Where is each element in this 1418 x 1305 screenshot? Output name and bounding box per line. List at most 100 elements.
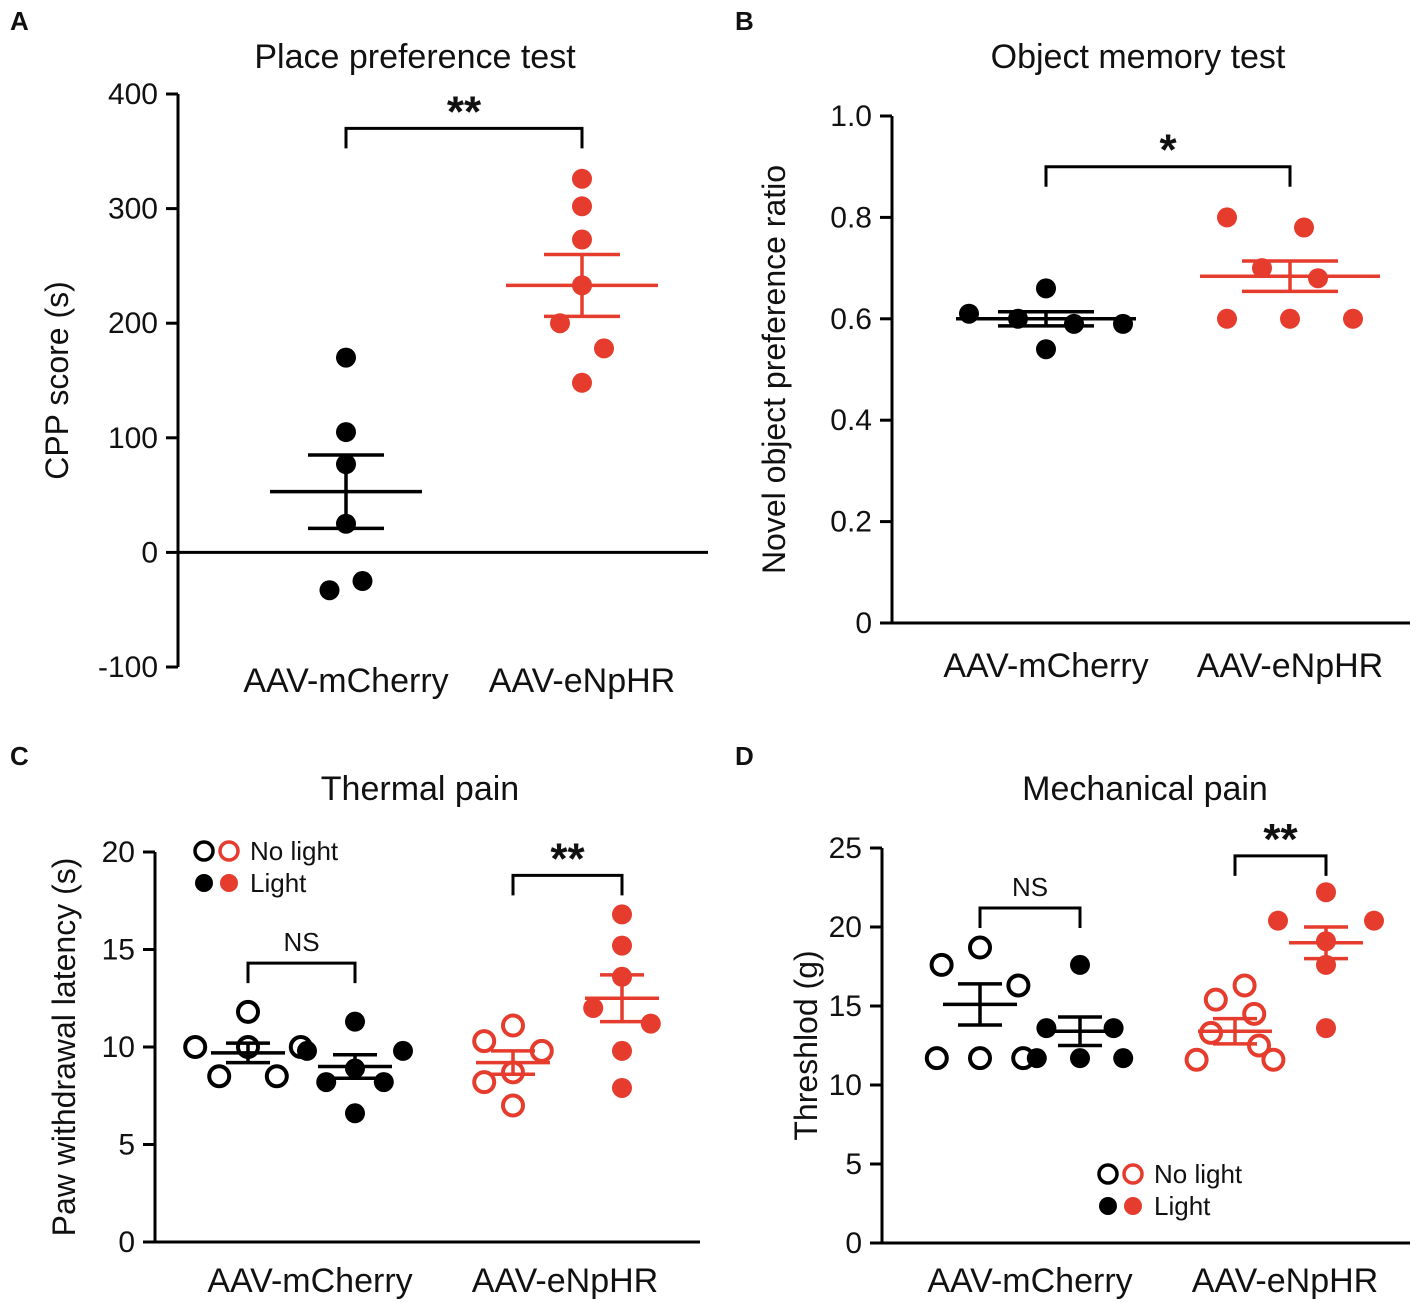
data-point bbox=[612, 935, 632, 956]
legend-marker bbox=[220, 874, 238, 892]
data-point bbox=[1280, 308, 1300, 329]
data-point bbox=[612, 904, 632, 925]
y-tick-label: 100 bbox=[108, 422, 158, 455]
significance-bracket bbox=[1233, 854, 1328, 876]
significance-label: ** bbox=[447, 87, 482, 136]
legend-marker bbox=[1122, 1163, 1144, 1185]
y-tick-label: 0 bbox=[141, 536, 158, 569]
data-point bbox=[612, 1040, 632, 1061]
y-tick-label: 0.4 bbox=[830, 404, 872, 437]
data-point bbox=[1232, 973, 1257, 998]
data-point bbox=[345, 1011, 365, 1032]
significance-bracket bbox=[344, 126, 584, 149]
y-tick-label: 1.0 bbox=[830, 100, 872, 133]
y-axis-label: CPP score (s) bbox=[39, 281, 75, 480]
x-category-label: AAV-eNpHR bbox=[472, 1262, 658, 1300]
data-point bbox=[373, 1072, 394, 1093]
data-point bbox=[1316, 882, 1336, 903]
y-axis-label: Novel object preference ratio bbox=[756, 165, 792, 574]
data-point bbox=[336, 347, 356, 368]
legend-label: No light bbox=[1154, 1159, 1243, 1189]
data-point bbox=[1261, 1047, 1286, 1072]
y-tick-label: 0 bbox=[855, 607, 872, 640]
data-point bbox=[550, 313, 570, 334]
data-point bbox=[472, 1070, 497, 1095]
significance-bracket bbox=[978, 906, 1082, 929]
data-point bbox=[1036, 1018, 1057, 1039]
data-point bbox=[1294, 217, 1314, 238]
x-category-label: AAV-eNpHR bbox=[1192, 1262, 1378, 1300]
data-point bbox=[1113, 1048, 1134, 1069]
data-point bbox=[1203, 987, 1228, 1012]
data-point bbox=[501, 1093, 525, 1118]
legend-label: Light bbox=[1154, 1191, 1211, 1221]
data-point bbox=[1036, 339, 1056, 360]
data-point bbox=[1070, 1048, 1090, 1069]
y-tick-label: 10 bbox=[102, 1031, 135, 1064]
x-category-label: AAV-eNpHR bbox=[489, 662, 675, 700]
legend-label: Light bbox=[250, 868, 307, 898]
y-tick-label: 20 bbox=[829, 911, 862, 944]
y-tick-label: 15 bbox=[102, 934, 135, 967]
panel-b: B Object memory test 0 0.2 0.4 0.6 0.8 1.0 Novel… bbox=[735, 6, 1410, 685]
data-point bbox=[968, 935, 992, 960]
data-point bbox=[1343, 308, 1363, 329]
data-point bbox=[1217, 207, 1237, 228]
y-tick-label: -100 bbox=[98, 651, 158, 684]
data-point bbox=[316, 1072, 337, 1093]
data-point bbox=[319, 580, 340, 601]
significance-label: NS bbox=[283, 927, 319, 957]
y-tick-label: 400 bbox=[108, 78, 158, 111]
data-point bbox=[572, 168, 592, 189]
chart-title: Thermal pain bbox=[321, 770, 519, 808]
panel-label: C bbox=[10, 741, 29, 771]
significance-label: ** bbox=[1263, 815, 1298, 864]
data-point bbox=[572, 196, 592, 217]
significance-bracket bbox=[511, 873, 624, 896]
data-point bbox=[336, 422, 356, 443]
data-point bbox=[1217, 308, 1237, 329]
significance-label: * bbox=[1159, 126, 1177, 175]
data-point bbox=[207, 1064, 232, 1089]
data-point bbox=[345, 1103, 365, 1124]
panel-label: D bbox=[735, 741, 754, 771]
data-point bbox=[1070, 954, 1090, 975]
data-point bbox=[1242, 1001, 1267, 1026]
panel-c: C Thermal pain 0 5 10 15 20 Paw withdrawal late… bbox=[10, 741, 700, 1300]
panel-label: B bbox=[735, 6, 754, 36]
significance-label: NS bbox=[1012, 872, 1048, 902]
y-tick-label: 0.6 bbox=[830, 303, 872, 336]
legend-marker bbox=[195, 874, 213, 892]
y-tick-label: 5 bbox=[118, 1129, 135, 1162]
x-category-label: AAV-mCherry bbox=[243, 662, 448, 700]
x-category-label: AAV-eNpHR bbox=[1197, 647, 1383, 685]
data-point bbox=[1364, 910, 1384, 931]
data-point bbox=[501, 1013, 525, 1038]
data-point bbox=[924, 1046, 949, 1071]
data-point bbox=[1316, 1018, 1336, 1039]
data-point bbox=[1006, 973, 1031, 998]
data-point bbox=[572, 372, 592, 393]
y-tick-label: 5 bbox=[845, 1148, 862, 1181]
data-point bbox=[572, 229, 592, 250]
data-point bbox=[1026, 1048, 1047, 1069]
data-point bbox=[968, 1046, 992, 1071]
data-point bbox=[929, 952, 954, 977]
legend-label: No light bbox=[250, 836, 339, 866]
data-point bbox=[594, 338, 614, 359]
data-point bbox=[264, 1064, 289, 1089]
y-tick-label: 0 bbox=[845, 1227, 862, 1260]
data-point bbox=[1103, 1018, 1124, 1039]
data-point bbox=[612, 1077, 632, 1098]
chart-title: Object memory test bbox=[991, 38, 1286, 76]
panel-label: A bbox=[10, 6, 29, 36]
data-point bbox=[183, 1035, 208, 1059]
legend-marker bbox=[193, 840, 215, 862]
panel-d: D Mechanical pain 0 5 10 15 20 25 Threshlod (g) A… bbox=[735, 741, 1410, 1300]
significance-bracket bbox=[246, 961, 357, 984]
legend-marker bbox=[218, 840, 240, 862]
x-category-label: AAV-mCherry bbox=[943, 647, 1148, 685]
data-point bbox=[1113, 313, 1133, 334]
